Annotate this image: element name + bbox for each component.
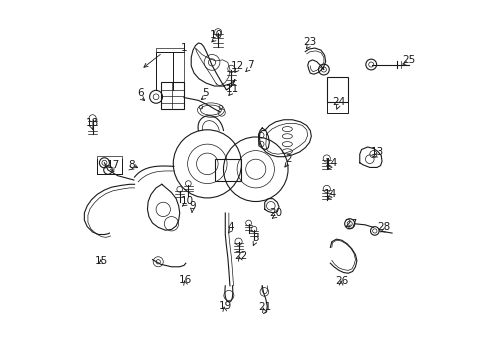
Text: 6: 6 — [138, 88, 145, 98]
Text: 7: 7 — [247, 60, 254, 70]
Text: 19: 19 — [219, 301, 232, 311]
Text: 11: 11 — [226, 84, 239, 94]
Text: 23: 23 — [303, 37, 316, 47]
Text: 20: 20 — [269, 208, 282, 218]
Text: 2: 2 — [286, 154, 292, 164]
Text: 9: 9 — [190, 201, 196, 211]
Text: 25: 25 — [403, 55, 416, 65]
Text: 15: 15 — [95, 256, 108, 266]
Text: 8: 8 — [129, 160, 135, 170]
Text: 24: 24 — [332, 97, 345, 107]
Text: 26: 26 — [335, 276, 348, 286]
Text: 10: 10 — [210, 30, 223, 40]
Text: 5: 5 — [202, 88, 209, 98]
Text: 10: 10 — [181, 196, 194, 206]
Bar — [215, 159, 242, 181]
Text: 1: 1 — [181, 43, 187, 53]
Text: 27: 27 — [344, 219, 357, 229]
Text: 22: 22 — [234, 251, 247, 261]
Text: 14: 14 — [324, 158, 338, 168]
Text: 3: 3 — [252, 233, 259, 243]
Text: 21: 21 — [258, 302, 271, 312]
Text: 12: 12 — [231, 61, 245, 71]
Text: 17: 17 — [106, 160, 120, 170]
Bar — [97, 156, 122, 174]
Text: 28: 28 — [377, 222, 391, 232]
Text: 14: 14 — [324, 189, 337, 199]
Bar — [327, 77, 347, 102]
Bar — [161, 82, 184, 109]
Text: 4: 4 — [227, 222, 234, 232]
Text: 18: 18 — [86, 118, 99, 128]
Text: 13: 13 — [371, 147, 384, 157]
Text: 16: 16 — [179, 275, 193, 285]
